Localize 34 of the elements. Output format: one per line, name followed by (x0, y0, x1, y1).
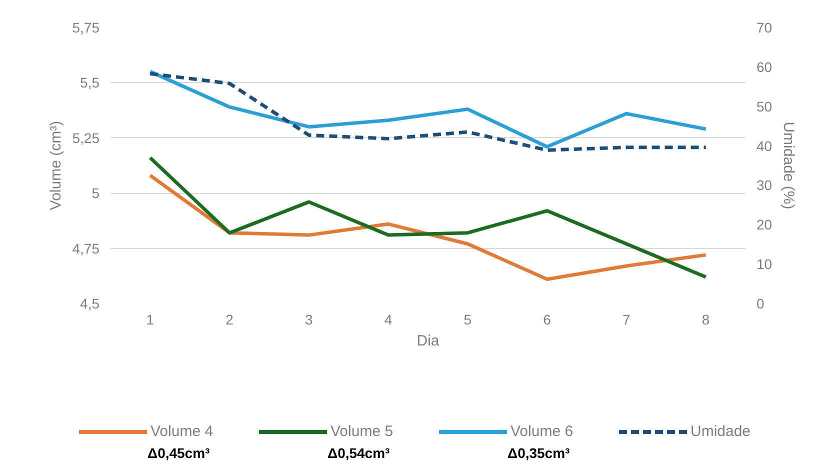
line-series (148, 156, 708, 279)
x-tick-label: 4 (384, 312, 392, 328)
y2-tick-label: 60 (756, 58, 772, 75)
y2-tick-label: 70 (756, 20, 772, 36)
legend-label: Volume 4 (150, 422, 214, 442)
y2-axis-title: Umidade (%) (780, 122, 798, 210)
y2-tick-label: 0 (756, 296, 764, 312)
text: Δ0,54cm³ (328, 444, 390, 463)
x-tick-label: 3 (305, 312, 314, 328)
y-tick-label: 4,5 (80, 296, 100, 312)
x-tick-label: 8 (702, 312, 710, 328)
x-tick-label: 6 (543, 312, 552, 328)
y2-tick-label: 10 (756, 256, 772, 272)
y2-tick-label: 40 (756, 138, 772, 154)
x-axis-title: Dia (416, 332, 440, 350)
y-tick-label: 5 (92, 185, 100, 202)
text: Δ0,35cm³ (508, 444, 570, 463)
y2-tick-label: 20 (756, 216, 772, 233)
x-tick-label: 7 (622, 312, 631, 328)
text: Δ0,45cm³ (148, 444, 210, 463)
line-series (148, 174, 708, 281)
y2-tick-label: 50 (756, 98, 772, 114)
y-tick-label: 5,75 (72, 20, 100, 36)
y-axis-title: Volume (cm³) (47, 120, 64, 210)
legend-label: Volume 6 (510, 422, 574, 442)
x-tick-label: 5 (464, 312, 472, 328)
y-tick-label: 4,75 (72, 240, 100, 256)
x-tick-label: 2 (226, 312, 234, 328)
y2-tick-label: 30 (756, 177, 772, 194)
x-tick-label: 1 (146, 312, 154, 328)
y-tick-label: 5,25 (72, 130, 100, 146)
y-tick-label: 5,5 (80, 74, 100, 91)
legend-label: Umidade (690, 422, 751, 442)
legend-label: Volume 5 (330, 422, 394, 442)
